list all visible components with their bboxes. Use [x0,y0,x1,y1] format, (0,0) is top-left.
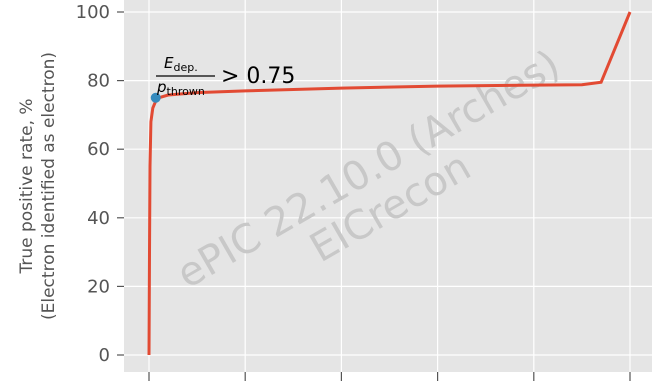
y-axis-label-line1: True positive rate, % [17,98,37,274]
grid [124,0,652,372]
y-axis-label-line2: (Electron identified as electron) [39,52,59,320]
series-line [147,11,632,356]
plot-background [124,0,652,372]
y-tick-label: 40 [87,208,110,229]
annotation-numerator: Edep. [164,54,198,74]
y-tick-labels: 0 20 40 60 80 100 [76,2,110,366]
marker-point [150,92,161,103]
annotation: Edep. pthrown > 0.75 [156,54,295,98]
y-tick-label: 20 [87,276,110,297]
y-tick-label: 0 [99,345,110,366]
annotation-denominator: pthrown [156,78,205,98]
y-tick-label: 100 [76,2,110,23]
y-axis-label: True positive rate, % (Electron identifi… [17,52,59,320]
ticks [117,11,631,381]
y-tick-label: 80 [87,71,110,92]
y-tick-label: 60 [87,139,110,160]
annotation-relation: > 0.75 [221,64,295,89]
